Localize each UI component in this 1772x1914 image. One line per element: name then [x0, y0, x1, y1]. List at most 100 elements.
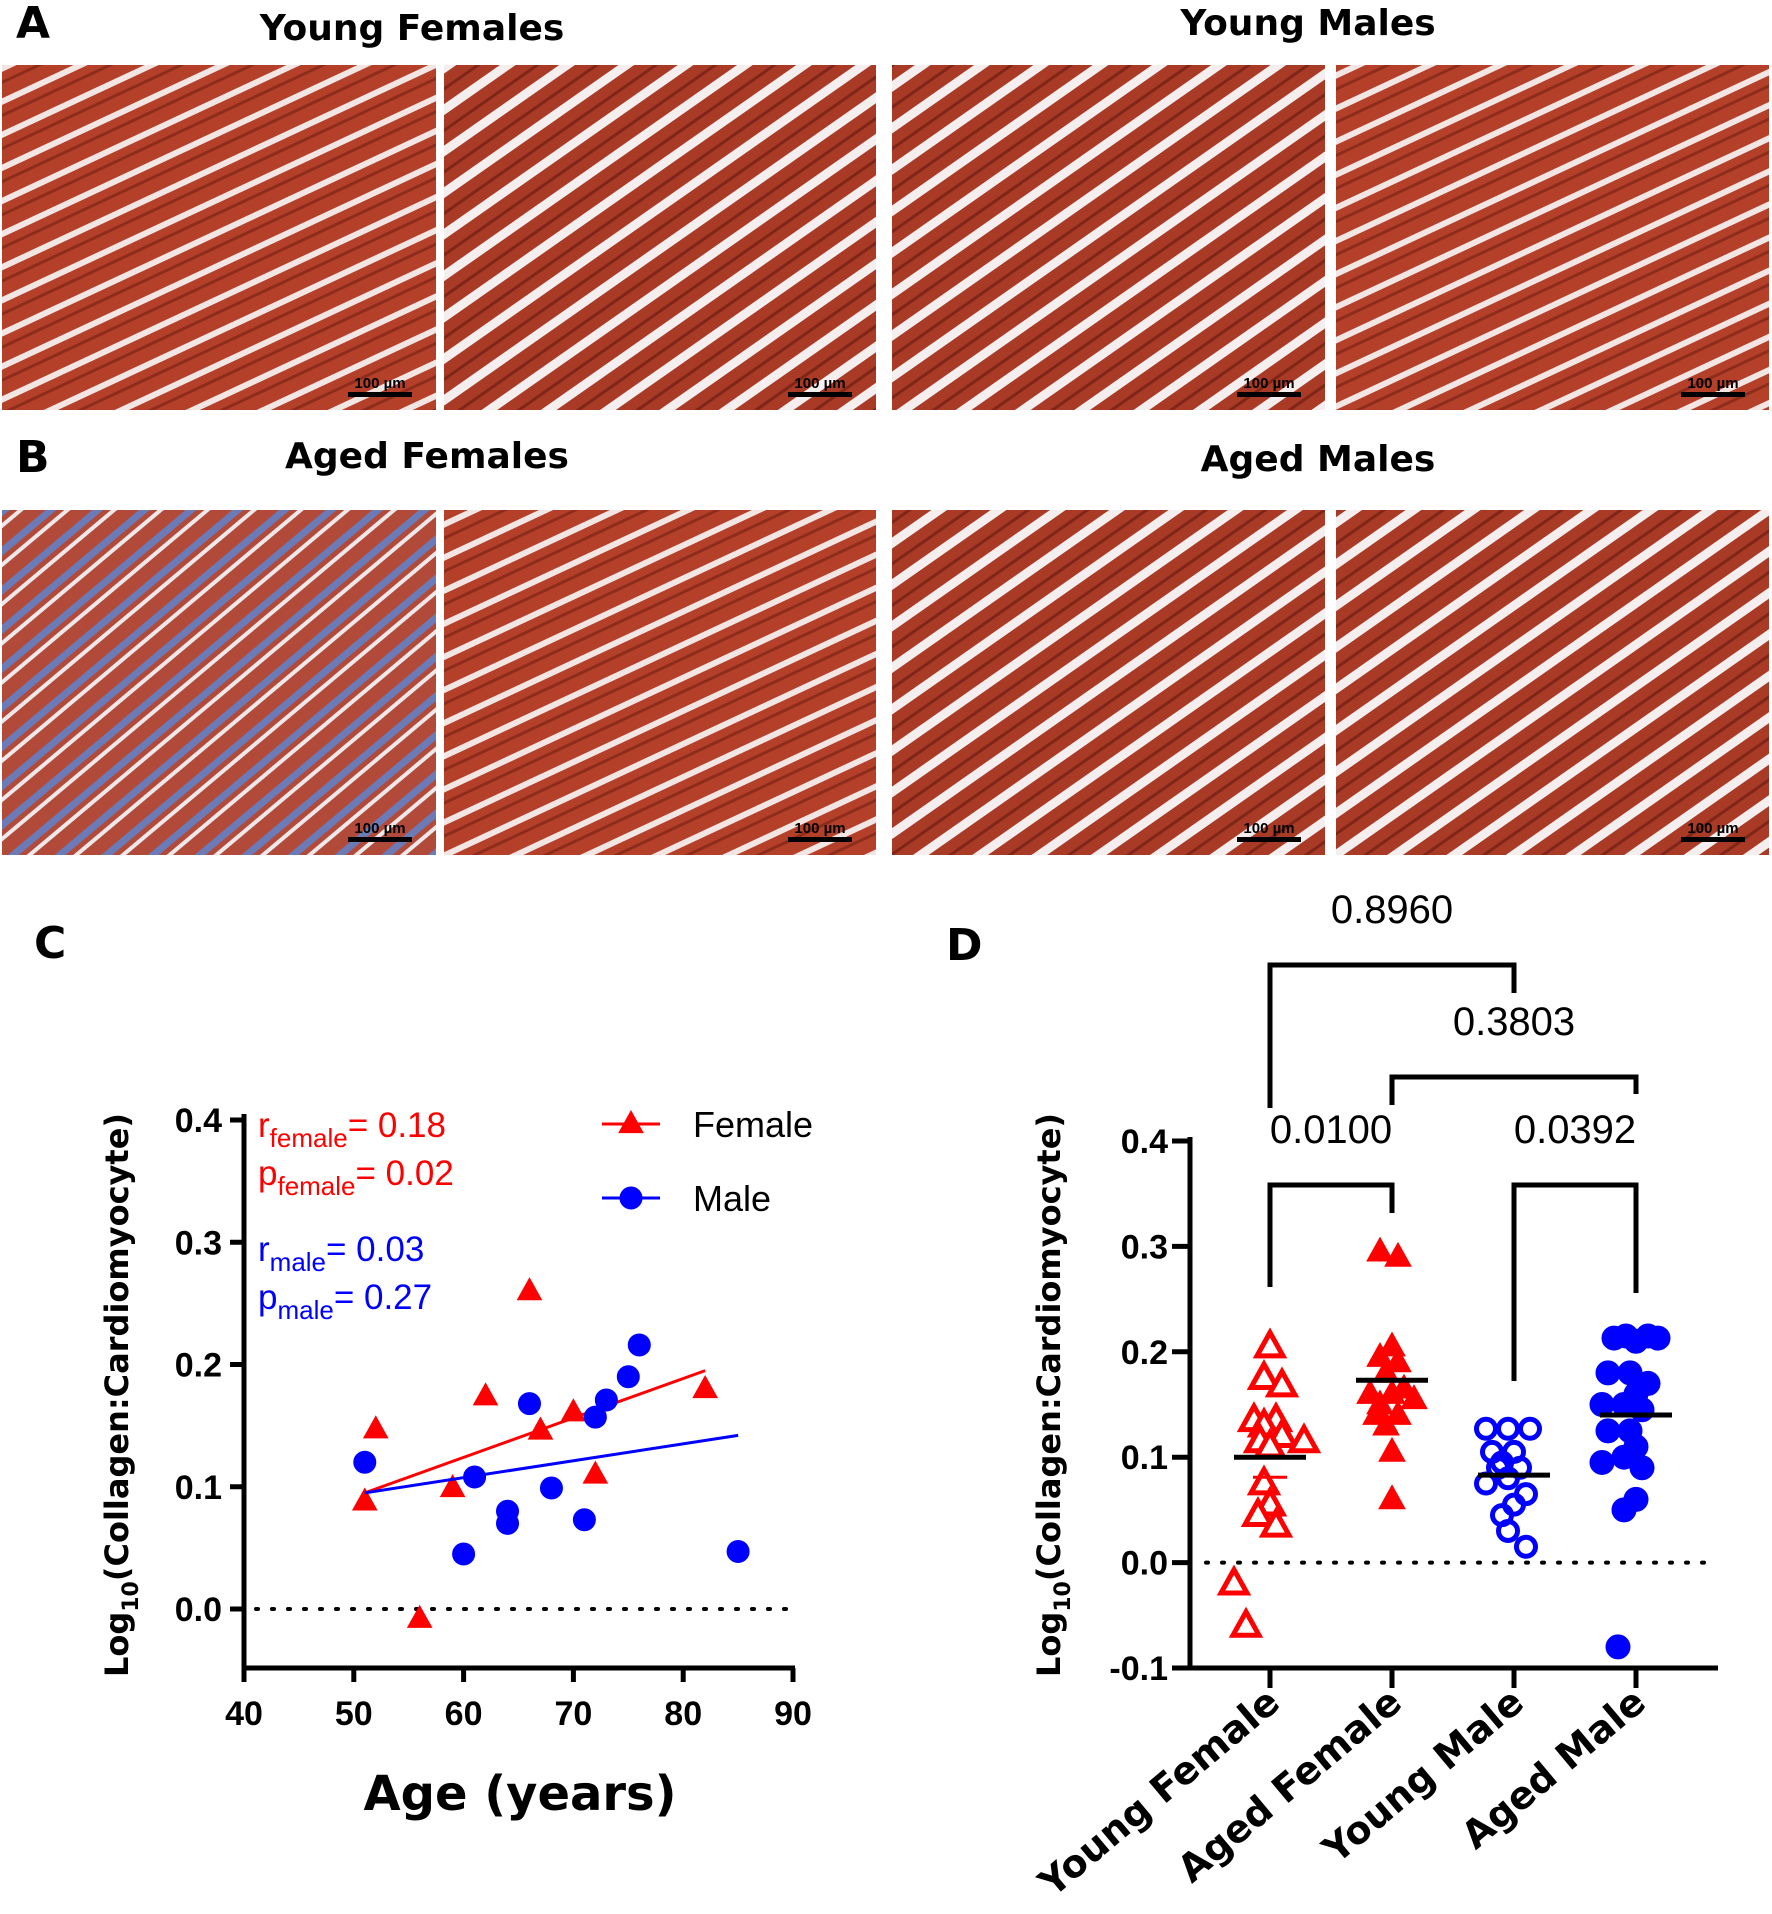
y-axis-label: Log10(Collagen:Cardiomyocyte): [98, 1113, 144, 1677]
comparison-p-value: 0.8960: [1331, 888, 1453, 932]
scale-bar-label: 100 µm: [794, 820, 845, 837]
stat-r-female: rfemale= 0.18: [258, 1106, 446, 1153]
x-tick-label: 70: [554, 1695, 592, 1733]
legend-marker-female: [618, 1110, 644, 1134]
stat-p-female: pfemale= 0.02: [258, 1154, 454, 1201]
data-point: [1496, 1518, 1520, 1543]
title-young-females: Young Females: [259, 8, 565, 49]
comparison-p-value: 0.0100: [1270, 1108, 1392, 1152]
micrograph-image: [444, 510, 876, 855]
data-point-male: [627, 1333, 651, 1357]
y-axis-label: Log10(Collagen:Cardiomyocyte): [1030, 1113, 1076, 1677]
data-point: [1246, 1358, 1282, 1391]
data-point-female: [362, 1415, 389, 1439]
scale-bar: [348, 837, 412, 842]
comparison-p-value: 0.0392: [1514, 1108, 1636, 1152]
y-tick-label: 0.2: [175, 1347, 222, 1385]
data-point-male: [452, 1542, 476, 1566]
data-point: [1240, 1495, 1276, 1528]
x-tick-label: Aged Female: [1169, 1679, 1410, 1891]
data-point-male: [616, 1365, 640, 1389]
data-point-male: [594, 1388, 618, 1412]
data-point-female: [527, 1416, 554, 1440]
legend: Female Male: [602, 1104, 813, 1219]
data-point: [1595, 1360, 1621, 1386]
data-point: [1589, 1449, 1615, 1475]
data-point: [1496, 1466, 1520, 1491]
chart-c: 0.0 0.1 0.2 0.3 0.4 40 50 60 70 80 90 Age (years) Lo…: [98, 1102, 813, 1822]
scale-bar-label: 100 µm: [794, 375, 845, 392]
micrograph-image: [1336, 510, 1769, 855]
data-point-male: [517, 1392, 541, 1416]
data-point: [1384, 1241, 1412, 1267]
stat-r-male: rmale= 0.03: [258, 1230, 424, 1277]
data-point: [1378, 1378, 1406, 1404]
panel-letter-b: B: [16, 432, 50, 483]
data-point: [1228, 1606, 1264, 1638]
x-tick-label: 80: [664, 1695, 702, 1733]
data-point-male: [539, 1476, 563, 1500]
scale-bar: [1237, 837, 1301, 842]
data-point: [1629, 1455, 1655, 1481]
data-point-female: [351, 1487, 378, 1511]
data-point-female: [439, 1473, 466, 1498]
data-point: [1366, 1236, 1394, 1262]
micrograph-image: [1336, 65, 1769, 410]
data-point: [1378, 1436, 1406, 1462]
scale-bar-label: 100 µm: [354, 820, 405, 837]
scale-bar-label: 100 µm: [1687, 375, 1738, 392]
legend-marker-male: [619, 1186, 643, 1210]
x-axis-label: Age (years): [363, 1766, 676, 1822]
scale-bar-label: 100 µm: [354, 375, 405, 392]
comparison-bracket: [1511, 1182, 1639, 1381]
data-point: [1605, 1634, 1631, 1660]
y-tick-label: 0.0: [1121, 1545, 1168, 1583]
comparison-bracket: [1389, 1074, 1639, 1105]
x-tick-label: 50: [335, 1695, 373, 1733]
data-point: [1496, 1416, 1520, 1441]
scale-bar: [1681, 392, 1745, 397]
data-point-male: [463, 1465, 487, 1489]
data-point-female: [582, 1460, 609, 1484]
panel-letter-a: A: [16, 0, 50, 49]
scale-bar: [1237, 392, 1301, 397]
data-point: [1258, 1506, 1294, 1538]
data-point: [1629, 1397, 1655, 1423]
data-point: [1514, 1534, 1538, 1559]
data-point: [1372, 1410, 1400, 1436]
title-aged-males: Aged Males: [1201, 439, 1436, 480]
micrograph-image: [892, 65, 1325, 410]
data-point: [1216, 1564, 1252, 1596]
data-point-male: [583, 1405, 607, 1429]
data-point: [1252, 1327, 1288, 1359]
comparison-bracket: [1267, 1182, 1395, 1287]
data-point: [1264, 1366, 1300, 1398]
data-point: [1246, 1464, 1282, 1496]
comparison-p-value: 0.3803: [1453, 1000, 1575, 1044]
data-point: [1400, 1384, 1428, 1410]
data-point: [1474, 1416, 1498, 1441]
data-point-male: [496, 1511, 520, 1535]
legend-label-female: Female: [693, 1104, 813, 1145]
data-point-male: [726, 1540, 750, 1564]
data-point: [1611, 1497, 1637, 1523]
y-tick-label: 0.2: [1121, 1334, 1168, 1372]
data-point: [1595, 1418, 1621, 1444]
y-tick-label: 0.0: [175, 1591, 222, 1629]
data-point-male: [572, 1508, 596, 1532]
data-point: [1645, 1325, 1671, 1351]
x-tick-label: 90: [774, 1695, 812, 1733]
micrograph-image: [2, 65, 436, 410]
data-point-female: [692, 1374, 719, 1399]
y-tick-label: 0.4: [175, 1102, 222, 1140]
data-point: [1601, 1325, 1627, 1351]
data-point: [1378, 1484, 1406, 1510]
x-tick-label: 40: [225, 1695, 263, 1733]
y-tick-label: 0.1: [175, 1469, 222, 1507]
comparison-bracket: [1267, 962, 1517, 1108]
data-point-male: [353, 1450, 377, 1474]
data-point: [1384, 1399, 1412, 1425]
data-point-female: [560, 1398, 587, 1422]
scale-bar: [788, 392, 852, 397]
